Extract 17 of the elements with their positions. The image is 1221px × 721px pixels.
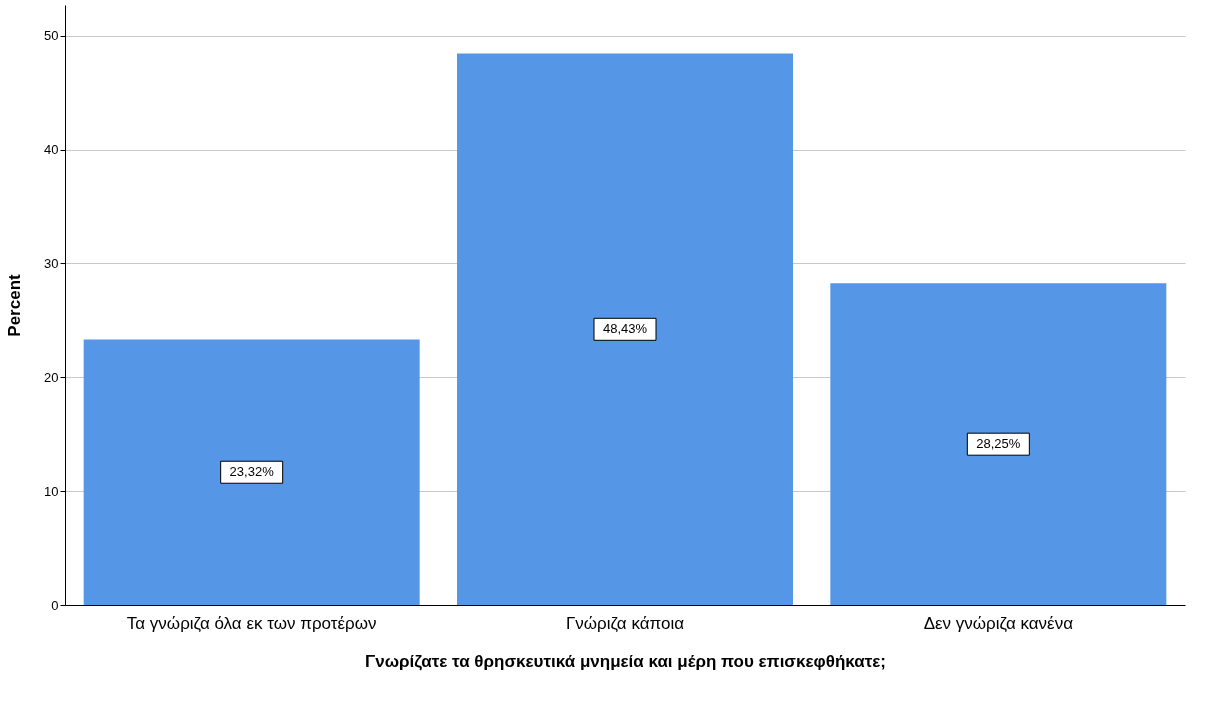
x-tick-label: Γνώριζα κάποια	[565, 613, 685, 633]
y-tick-label: 10	[44, 483, 59, 499]
y-tick-label: 50	[44, 28, 59, 44]
x-tick-label: Δεν γνώριζα κανένα	[923, 613, 1074, 633]
data-label: 23,32%	[229, 464, 275, 480]
data-label: 48,43%	[602, 321, 648, 337]
y-tick-label: 20	[44, 369, 59, 385]
bar	[83, 339, 420, 605]
y-tick-label: 0	[51, 597, 59, 613]
x-tick-label: Τα γνώριζα όλα εκ των προτέρων	[126, 613, 377, 633]
y-axis-title: Percent	[5, 273, 25, 337]
y-tick-label: 40	[44, 142, 59, 158]
bar	[457, 53, 793, 605]
bar	[830, 283, 1167, 605]
data-label: 28,25%	[976, 436, 1021, 452]
y-tick-label: 30	[44, 255, 59, 271]
x-axis-title: Γνωρίζατε τα θρησκευτικά μνημεία και μέρη που επισκεφθήκατε;	[365, 651, 886, 671]
